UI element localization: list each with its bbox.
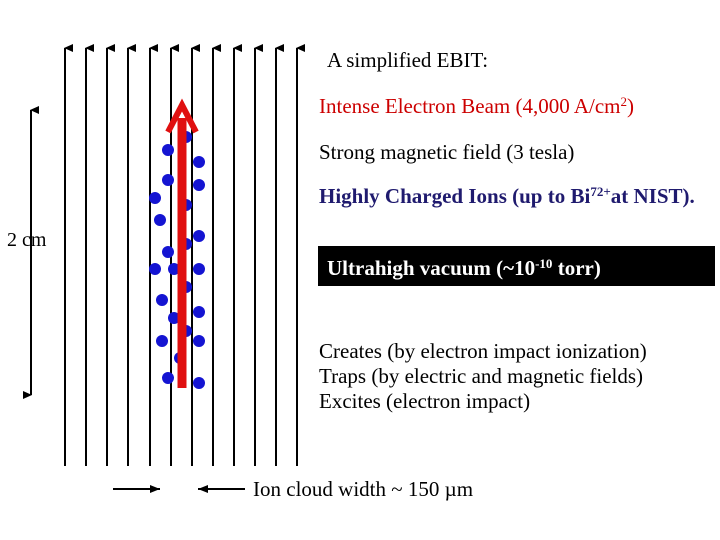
ion-cloud bbox=[149, 131, 205, 389]
vacuum-exponent: -10 bbox=[535, 255, 553, 271]
function-item-traps: Traps (by electric and magnetic fields) bbox=[319, 364, 644, 389]
scale-label: 2 cm bbox=[7, 229, 47, 251]
ion-dot-2 bbox=[162, 144, 174, 156]
vacuum-text: Ultrahigh vacuum (~10 bbox=[327, 256, 536, 280]
function-item-creates: Creates (by electron impact ionization) bbox=[319, 339, 647, 363]
ion-dot-16 bbox=[156, 294, 168, 306]
ion-dot-4 bbox=[162, 174, 174, 186]
ion-dot-17 bbox=[193, 306, 205, 318]
ions-charge: 72+ bbox=[590, 183, 611, 199]
electron-beam-arrow bbox=[165, 98, 199, 388]
electron-beam-suffix: ) bbox=[627, 94, 635, 118]
ion-dot-13 bbox=[168, 263, 180, 275]
ions-text: Highly Charged Ions (up to Bi bbox=[319, 184, 591, 208]
vacuum-suffix: torr) bbox=[552, 256, 601, 280]
ion-dot-3 bbox=[193, 156, 205, 168]
ion-dot-20 bbox=[156, 335, 168, 347]
ion-dot-5 bbox=[193, 179, 205, 191]
electron-beam-text: Intense Electron Beam (4,000 A/cm bbox=[319, 94, 621, 118]
ion-dot-18 bbox=[168, 312, 180, 324]
electron-beam-label: Intense Electron Beam (4,000 A/cm2) bbox=[319, 94, 634, 118]
ion-dot-24 bbox=[193, 377, 205, 389]
electron-beam-exponent: 2 bbox=[620, 93, 628, 109]
ion-dot-14 bbox=[193, 263, 205, 275]
diagram-title: A simplified EBIT: bbox=[327, 48, 489, 72]
functions-list: Creates (by electron impact ionization) … bbox=[319, 339, 647, 415]
function-item-excites: Excites (electron impact) bbox=[319, 389, 531, 414]
magnetic-field-label: Strong magnetic field (3 tesla) bbox=[319, 140, 575, 164]
ion-dot-12 bbox=[149, 263, 161, 275]
ion-dot-21 bbox=[193, 335, 205, 347]
ions-suffix: at NIST). bbox=[610, 184, 695, 208]
highly-charged-ions-label: Highly Charged Ions (up to Bi72+at NIST)… bbox=[319, 184, 714, 208]
ion-dot-10 bbox=[162, 246, 174, 258]
ion-dot-6 bbox=[149, 192, 161, 204]
ion-dot-8 bbox=[154, 214, 166, 226]
ion-dot-9 bbox=[193, 230, 205, 242]
vacuum-label: Ultrahigh vacuum (~10-10 torr) bbox=[318, 246, 715, 286]
ion-dot-23 bbox=[162, 372, 174, 384]
ion-cloud-width-label: Ion cloud width ~ 150 µm bbox=[253, 477, 474, 501]
